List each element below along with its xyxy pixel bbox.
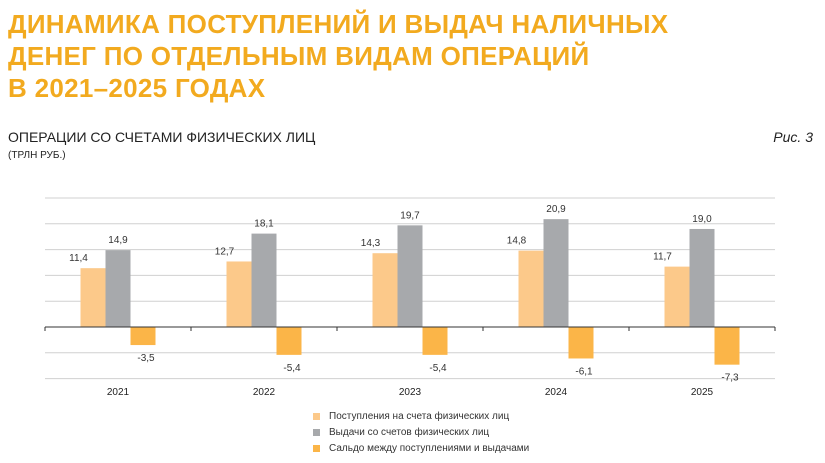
legend-swatch [313,428,320,436]
bar-balance [422,327,448,355]
legend-label: Поступления на счета физических лиц [329,410,510,422]
bar-outflow [543,219,569,327]
data-label: 20,9 [546,204,566,215]
bar-outflow [397,225,423,327]
legend-swatch [313,444,320,452]
bar-inflow [664,266,690,327]
bar-balance [130,327,156,346]
chart-title: ОПЕРАЦИИ СО СЧЕТАМИ ФИЗИЧЕСКИХ ЛИЦ [8,129,316,145]
legend-swatch [313,412,320,420]
legend-label: Выдачи со счетов физических лиц [329,426,490,438]
legend: Поступления на счета физических лиц Выда… [313,408,529,456]
data-label: 11,4 [69,253,88,264]
data-label: 14,8 [507,236,527,247]
data-label: -7,3 [721,373,739,384]
bar-balance [714,327,740,365]
data-label: -5,4 [429,363,447,374]
x-tick-label: 2022 [253,387,276,398]
data-label: -6,1 [575,366,593,377]
legend-label: Сальдо между поступлениями и выдачами [329,442,530,454]
bar-outflow [105,250,131,327]
bar-inflow [372,253,398,327]
legend-item: Выдачи со счетов физических лиц [313,424,529,440]
bar-outflow [251,233,277,327]
legend-item: Поступления на счета физических лиц [313,408,529,424]
data-label: -3,5 [137,353,155,364]
bar-balance [568,327,594,359]
data-label: 12,7 [215,246,235,257]
title-line: В 2021–2025 ГОДАХ [8,73,266,103]
x-tick-label: 2021 [107,387,130,398]
figure-label: Рис. 3 [773,129,813,145]
x-tick-label: 2023 [399,387,422,398]
chart-unit: (ТРЛН РУБ.) [8,150,66,161]
data-label: 19,7 [400,210,420,221]
x-tick-label: 2024 [545,387,568,398]
x-tick-label: 2025 [691,387,714,398]
bar-inflow [518,250,544,327]
bar-outflow [689,228,715,327]
bar-balance [276,327,302,355]
title-line: ДЕНЕГ ПО ОТДЕЛЬНЫМ ВИДАМ ОПЕРАЦИЙ [8,41,590,71]
data-label: 14,3 [361,238,381,249]
legend-item: Сальдо между поступлениями и выдачами [313,440,529,456]
data-label: 18,1 [254,219,274,230]
data-label: 14,9 [108,235,128,246]
page-title: ДИНАМИКА ПОСТУПЛЕНИЙ И ВЫДАЧ НАЛИЧНЫХ ДЕ… [8,8,668,104]
bar-inflow [80,268,106,327]
bar-inflow [226,261,252,327]
title-line: ДИНАМИКА ПОСТУПЛЕНИЙ И ВЫДАЧ НАЛИЧНЫХ [8,9,669,39]
data-label: -5,4 [283,363,301,374]
data-label: 19,0 [692,214,712,225]
data-label: 11,7 [653,252,672,263]
